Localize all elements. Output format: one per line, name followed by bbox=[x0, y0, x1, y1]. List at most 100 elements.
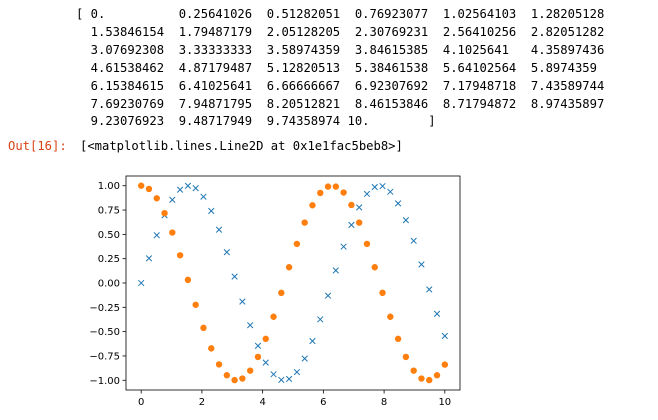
orange-point bbox=[293, 240, 301, 248]
orange-point bbox=[254, 353, 262, 361]
orange-point bbox=[394, 335, 402, 343]
y-tick-label: 0.00 bbox=[98, 279, 120, 290]
orange-point bbox=[239, 375, 246, 382]
blue-x-point bbox=[340, 243, 347, 250]
blue-x-point bbox=[184, 182, 192, 189]
blue-x-point bbox=[200, 193, 207, 200]
blue-x-point bbox=[247, 322, 254, 329]
blue-x-point bbox=[394, 200, 402, 207]
blue-x-point bbox=[418, 261, 425, 268]
x-tick-label: 2 bbox=[199, 397, 205, 408]
blue-x-point bbox=[153, 232, 160, 239]
blue-x-point bbox=[138, 279, 145, 287]
x-tick-label: 8 bbox=[381, 397, 387, 408]
x-tick-label: 4 bbox=[259, 397, 265, 408]
y-tick-label: 0.75 bbox=[98, 206, 120, 217]
orange-point bbox=[285, 264, 293, 271]
orange-point bbox=[270, 313, 277, 320]
array-line: 6.15384615 6.41025641 6.66666667 6.92307… bbox=[76, 78, 605, 93]
y-tick-label: −0.50 bbox=[89, 327, 120, 338]
blue-x-point bbox=[192, 185, 199, 192]
blue-x-point bbox=[231, 273, 238, 280]
orange-point bbox=[317, 189, 324, 197]
blue-x-point bbox=[285, 375, 293, 383]
blue-x-point bbox=[176, 186, 184, 193]
orange-point bbox=[231, 376, 238, 384]
orange-point bbox=[379, 289, 386, 297]
y-tick-label: 0.25 bbox=[98, 254, 120, 265]
output-text: [<matplotlib.lines.Line2D at 0x1e1fac5be… bbox=[80, 139, 403, 153]
orange-point bbox=[223, 372, 231, 379]
orange-point bbox=[192, 301, 199, 308]
blue-x-point bbox=[356, 204, 363, 211]
orange-point bbox=[169, 229, 176, 236]
orange-point bbox=[278, 289, 285, 297]
scatter-chart: 0 2 4 6 8 10 1.00 0.75 0.50 0.25 0.00 −0.25 −0.50 −0.… bbox=[89, 175, 461, 408]
blue-x-point bbox=[145, 255, 153, 262]
blue-x-point bbox=[317, 316, 324, 323]
array-line: [ 0. 0.25641026 0.51282051 0.76923077 1.… bbox=[76, 7, 605, 21]
y-tick-label: 0.50 bbox=[98, 230, 120, 241]
blue-x-point bbox=[402, 217, 410, 224]
orange-point bbox=[176, 252, 184, 259]
array-line: 9.23076923 9.48717949 9.74358974 10. ] bbox=[76, 114, 436, 129]
blue-x-point bbox=[332, 267, 339, 274]
y-tick-label: −0.25 bbox=[89, 303, 120, 314]
orange-point bbox=[332, 183, 340, 190]
orange-point bbox=[340, 189, 347, 196]
blue-x-point bbox=[441, 332, 448, 340]
orange-point bbox=[371, 264, 378, 271]
output-cell: Out[16]: [<matplotlib.lines.Line2D at 0x… bbox=[0, 138, 658, 156]
blue-x-point bbox=[215, 226, 223, 233]
array-line: 3.07692308 3.33333333 3.58974359 3.84615… bbox=[76, 42, 605, 57]
orange-point bbox=[418, 375, 425, 382]
output-prompt: Out[16]: bbox=[8, 139, 67, 153]
blue-x-point bbox=[426, 286, 433, 293]
blue-x-point bbox=[270, 371, 277, 378]
orange-point bbox=[441, 361, 449, 368]
blue-x-point bbox=[309, 337, 316, 345]
orange-point bbox=[433, 372, 441, 379]
orange-point bbox=[161, 209, 168, 217]
blue-x-point bbox=[371, 183, 378, 191]
blue-x-point bbox=[262, 359, 269, 366]
blue-x-point bbox=[379, 182, 386, 190]
blue-x-point bbox=[278, 376, 285, 384]
orange-point bbox=[153, 195, 160, 202]
orange-point bbox=[215, 361, 223, 368]
orange-point bbox=[355, 219, 363, 226]
chart-marks bbox=[137, 182, 449, 384]
blue-x-point bbox=[254, 342, 262, 349]
x-tick-label: 10 bbox=[438, 397, 451, 408]
blue-x-point bbox=[410, 237, 417, 244]
orange-point bbox=[402, 353, 410, 361]
blue-x-point bbox=[433, 310, 441, 317]
orange-point bbox=[137, 182, 145, 189]
orange-point bbox=[410, 367, 417, 374]
orange-point bbox=[309, 202, 316, 209]
orange-point bbox=[363, 240, 371, 248]
blue-x-point bbox=[348, 221, 355, 229]
y-tick-label: 1.00 bbox=[98, 181, 120, 192]
orange-point bbox=[426, 376, 433, 384]
blue-x-point bbox=[301, 355, 308, 362]
blue-x-point bbox=[208, 207, 215, 215]
array-line: 4.61538462 4.87179487 5.12820513 5.38461… bbox=[76, 60, 597, 75]
blue-x-point bbox=[324, 292, 332, 299]
orange-point bbox=[262, 335, 269, 343]
orange-point bbox=[184, 276, 192, 284]
blue-x-point bbox=[293, 368, 301, 376]
y-tick-label: −1.00 bbox=[89, 376, 120, 387]
y-tick-label: −0.75 bbox=[89, 351, 120, 362]
array-line: 7.69230769 7.94871795 8.20512821 8.46153… bbox=[76, 96, 605, 111]
blue-x-point bbox=[223, 249, 230, 256]
chart-axes: 0 2 4 6 8 10 1.00 0.75 0.50 0.25 0.00 −0.25 −0.50 −0.… bbox=[89, 175, 461, 408]
orange-point bbox=[200, 324, 207, 332]
blue-x-point bbox=[169, 196, 176, 203]
orange-point bbox=[208, 345, 215, 352]
array-output: [ 0. 0.25641026 0.51282051 0.76923077 1.… bbox=[76, 6, 604, 131]
blue-x-point bbox=[387, 188, 394, 195]
x-tick-label: 6 bbox=[320, 397, 326, 408]
orange-point bbox=[348, 201, 355, 209]
plot-frame bbox=[125, 175, 461, 391]
